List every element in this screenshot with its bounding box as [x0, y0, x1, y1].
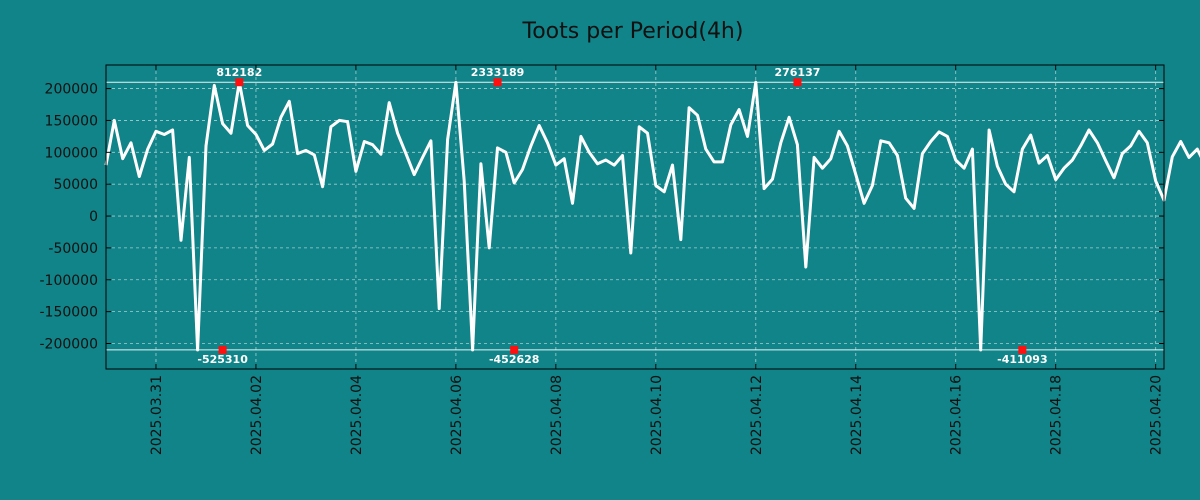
x-tick-label: 2025.04.18	[1049, 375, 1065, 455]
y-tick-label: -200000	[40, 337, 99, 353]
x-tick-label: 2025.04.04	[349, 375, 365, 455]
series-layer	[104, 80, 1200, 352]
y-tick-label: -50000	[48, 241, 98, 257]
chart-title: Toots per Period(4h)	[522, 19, 744, 44]
x-tick-label: 2025.03.31	[149, 375, 165, 455]
y-tick-label: 50000	[53, 177, 98, 193]
peak-label: 812182	[216, 66, 262, 79]
plot-frame	[105, 64, 1165, 370]
x-tick-label: 2025.04.10	[649, 375, 665, 455]
axis-layer: -200000 -150000 -100000 -50000 0 50000 100000 1…	[40, 65, 1165, 455]
x-tick-label: 2025.04.08	[549, 375, 565, 455]
peak-label: 276137	[774, 66, 820, 79]
marker-layer: 812182 2333189 276137 -525310 -452628 -411093	[197, 66, 1047, 366]
peak-label: -452628	[489, 353, 540, 366]
peak-marker	[510, 345, 519, 354]
series-line	[104, 80, 1200, 352]
grid-layer	[106, 65, 1164, 369]
y-tick-label: 150000	[45, 113, 98, 129]
peak-label: -411093	[997, 353, 1048, 366]
peak-marker	[493, 78, 502, 87]
y-tick-label: -150000	[40, 305, 99, 321]
peak-marker	[235, 78, 244, 87]
x-tick-label: 2025.04.14	[849, 375, 865, 455]
x-tick-label: 2025.04.16	[949, 375, 965, 455]
y-tick-label: 0	[89, 209, 98, 225]
y-tick-label: 100000	[45, 145, 98, 161]
peak-label: 2333189	[471, 66, 525, 79]
peak-marker	[1018, 345, 1027, 354]
x-tick-label: 2025.04.06	[449, 375, 465, 455]
x-tick-label: 2025.04.02	[249, 375, 265, 455]
x-tick-label: 2025.04.20	[1149, 375, 1165, 455]
clip-lines	[106, 81, 1164, 351]
y-tick-label: -100000	[40, 273, 99, 289]
peak-label: -525310	[197, 353, 248, 366]
y-tick-label: 200000	[45, 82, 98, 98]
x-tick-label: 2025.04.12	[749, 375, 765, 455]
peak-marker	[218, 345, 227, 354]
peak-marker	[793, 78, 802, 87]
